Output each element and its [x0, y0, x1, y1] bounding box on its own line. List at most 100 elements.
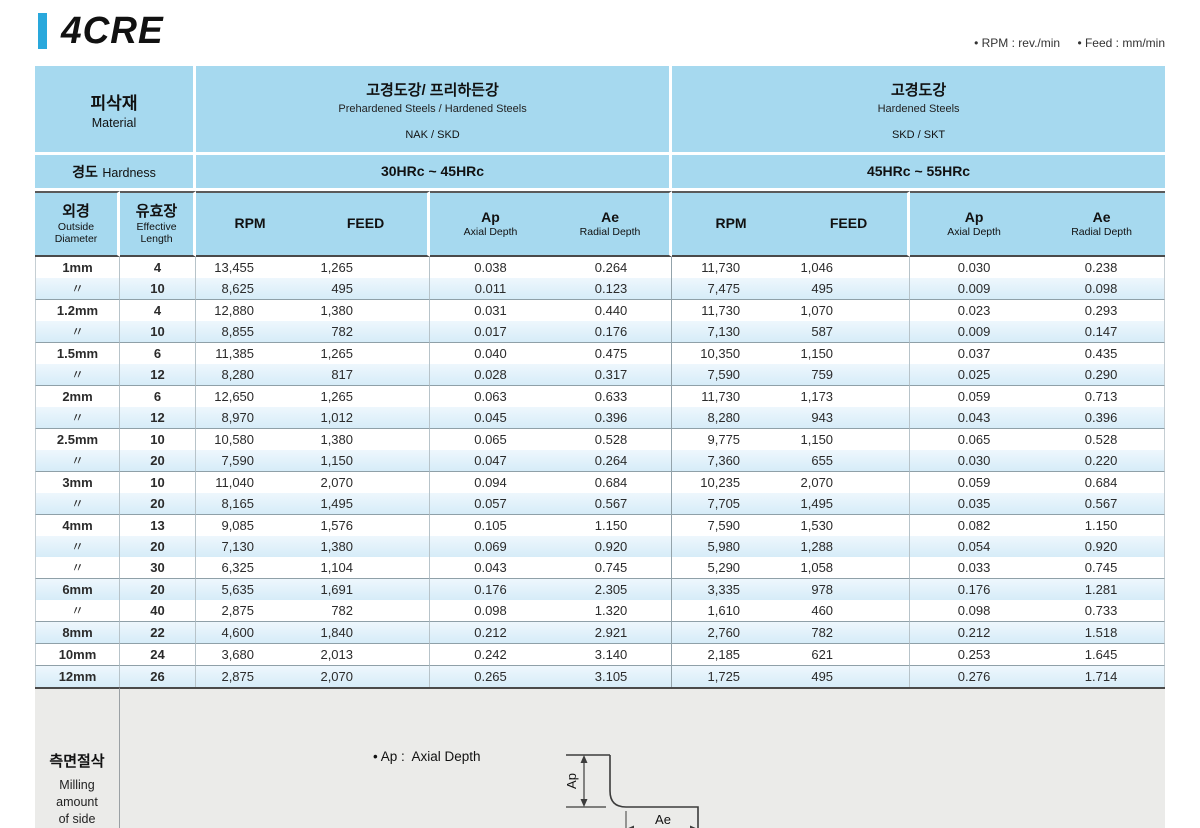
- value-cell: 587: [790, 321, 911, 342]
- value-cell: 1,150: [304, 450, 431, 471]
- length-cell: 20: [120, 493, 197, 514]
- value-cell: 0.293: [1038, 299, 1166, 321]
- footer-row: 측면절삭 Milling amount of side milling • Ap…: [35, 687, 1166, 828]
- value-cell: 1,380: [304, 299, 431, 321]
- value-cell: 0.212: [430, 621, 552, 643]
- value-cell: 0.037: [910, 342, 1039, 364]
- value-cell: 8,165: [196, 493, 305, 514]
- value-cell: 0.147: [1038, 321, 1166, 342]
- value-cell: 0.684: [1038, 471, 1166, 493]
- data-row: 2.5mm 10 10,580 1,380 0.065 0.528 9,775 1,150 0.…: [35, 428, 1166, 450]
- value-cell: 2,760: [672, 621, 791, 643]
- hardness-row: 경도 Hardness 30HRc ~ 45HRc 45HRc ~ 55HRc: [35, 155, 1166, 191]
- value-cell: 943: [790, 407, 911, 428]
- value-cell: 8,280: [196, 364, 305, 385]
- value-cell: 1,840: [304, 621, 431, 643]
- diameter-cell: 〃: [35, 364, 120, 385]
- value-cell: 11,730: [672, 385, 791, 407]
- section1-title-en: Prehardened Steels / Hardened Steels: [338, 103, 527, 115]
- value-cell: 0.745: [551, 557, 673, 578]
- diameter-cell: 1.5mm: [35, 342, 120, 364]
- value-cell: 1,495: [790, 493, 911, 514]
- data-row: 4mm 13 9,085 1,576 0.105 1.150 7,590 1,530 0.082…: [35, 514, 1166, 536]
- section1-grade: NAK / SKD: [405, 129, 460, 141]
- value-cell: 0.176: [430, 578, 552, 600]
- value-cell: 0.065: [910, 428, 1039, 450]
- side-milling-title-ko: 측면절삭: [49, 752, 105, 770]
- length-cell: 6: [120, 385, 197, 407]
- value-cell: 1,530: [790, 514, 911, 536]
- material-label-ko: 피삭재: [90, 93, 138, 113]
- value-cell: 3.105: [551, 665, 673, 687]
- value-cell: 0.920: [551, 536, 673, 557]
- length-en2: Length: [140, 233, 173, 246]
- value-cell: 0.264: [551, 257, 673, 278]
- value-cell: 1,150: [790, 342, 911, 364]
- value-cell: 1,265: [304, 342, 431, 364]
- diameter-cell: 4mm: [35, 514, 120, 536]
- material-label-en: Material: [91, 115, 137, 130]
- hardness-label-cell: 경도 Hardness: [35, 155, 197, 191]
- value-cell: 8,855: [196, 321, 305, 342]
- hardness-label-ko: 경도: [72, 163, 98, 180]
- value-cell: 0.253: [910, 643, 1039, 665]
- value-cell: 0.030: [910, 257, 1039, 278]
- value-cell: 0.031: [430, 299, 552, 321]
- length-cell: 4: [120, 257, 197, 278]
- value-cell: 11,730: [672, 299, 791, 321]
- depth-legend: • Ap : Axial Depth • Ae : Radial Depth: [373, 689, 494, 828]
- diameter-cell: 〃: [35, 536, 120, 557]
- section2-header-cell: 고경도강 Hardened Steels SKD / SKT: [672, 66, 1166, 155]
- col-ap-header-2: Ap Axial Depth: [910, 191, 1039, 257]
- value-cell: 7,590: [196, 450, 305, 471]
- value-cell: 5,290: [672, 557, 791, 578]
- section1-title-ko: 고경도강/ 프리하든강: [366, 82, 499, 99]
- diameter-cell: 〃: [35, 600, 120, 621]
- diameter-cell: 〃: [35, 407, 120, 428]
- data-row: 6mm 20 5,635 1,691 0.176 2.305 3,335 978 0.176 1.…: [35, 578, 1166, 600]
- length-cell: 10: [120, 428, 197, 450]
- value-cell: 0.435: [1038, 342, 1166, 364]
- data-row: 1.2mm 4 12,880 1,380 0.031 0.440 11,730 1,070 0.…: [35, 299, 1166, 321]
- diagram-ae-label: Ae: [655, 812, 671, 827]
- value-cell: 2,185: [672, 643, 791, 665]
- data-row: 2mm 6 12,650 1,265 0.063 0.633 11,730 1,173 0.05…: [35, 385, 1166, 407]
- data-row: 3mm 10 11,040 2,070 0.094 0.684 10,235 2,070 0.0…: [35, 471, 1166, 493]
- section2-grade: SKD / SKT: [891, 129, 946, 141]
- length-cell: 20: [120, 578, 197, 600]
- value-cell: 7,130: [672, 321, 791, 342]
- material-header-row: 피삭재 Material 고경도강/ 프리하든강 Prehardened Ste…: [35, 66, 1166, 155]
- diameter-cell: 〃: [35, 450, 120, 471]
- value-cell: 3,335: [672, 578, 791, 600]
- value-cell: 0.123: [551, 278, 673, 299]
- data-row: 1.5mm 6 11,385 1,265 0.040 0.475 10,350 1,150 0.…: [35, 342, 1166, 364]
- data-row: 〃 10 8,625 495 0.011 0.123 7,475 495 0.009 0.098: [35, 278, 1166, 299]
- value-cell: 0.017: [430, 321, 552, 342]
- value-cell: 1.714: [1038, 665, 1166, 687]
- value-cell: 12,880: [196, 299, 305, 321]
- value-cell: 0.264: [551, 450, 673, 471]
- value-cell: 9,085: [196, 514, 305, 536]
- value-cell: 11,040: [196, 471, 305, 493]
- hardness-range-1: 30HRc ~ 45HRc: [196, 155, 673, 191]
- diameter-cell: 1.2mm: [35, 299, 120, 321]
- value-cell: 495: [790, 665, 911, 687]
- length-cell: 10: [120, 471, 197, 493]
- value-cell: 5,635: [196, 578, 305, 600]
- units-note: • RPM : rev./min • Feed : mm/min: [960, 36, 1165, 50]
- length-cell: 12: [120, 407, 197, 428]
- side-milling-en-line: Milling: [59, 777, 95, 792]
- value-cell: 0.065: [430, 428, 552, 450]
- value-cell: 2.305: [551, 578, 673, 600]
- value-cell: 0.023: [910, 299, 1039, 321]
- value-cell: 817: [304, 364, 431, 385]
- value-cell: 8,625: [196, 278, 305, 299]
- value-cell: 0.098: [430, 600, 552, 621]
- value-cell: 5,980: [672, 536, 791, 557]
- value-cell: 0.033: [910, 557, 1039, 578]
- value-cell: 13,455: [196, 257, 305, 278]
- value-cell: 6,325: [196, 557, 305, 578]
- data-row: 〃 20 7,130 1,380 0.069 0.920 5,980 1,288 0.054 0.…: [35, 536, 1166, 557]
- diameter-cell: 12mm: [35, 665, 120, 687]
- value-cell: 0.684: [551, 471, 673, 493]
